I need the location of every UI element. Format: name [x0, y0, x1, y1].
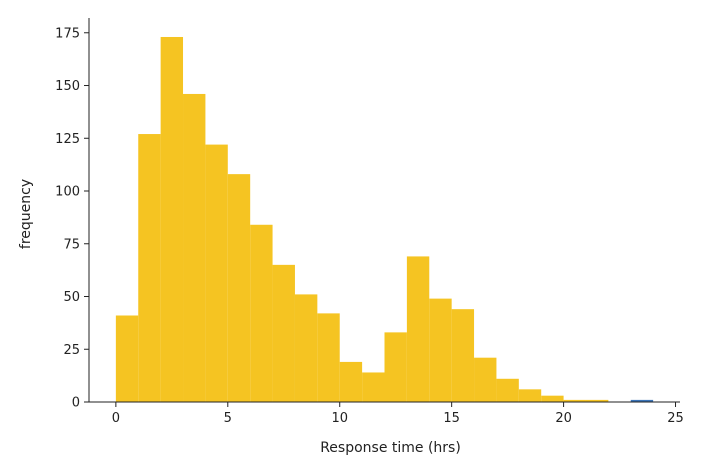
- bar-series-0-bin-9: [317, 313, 340, 402]
- bars-layer: [115, 36, 654, 403]
- y-tick-label: 150: [55, 79, 80, 94]
- bar-series-0-bin-21: [585, 399, 609, 402]
- bar-series-0-bin-3: [183, 93, 206, 402]
- bar-series-0-bin-2: [160, 36, 184, 402]
- bar-series-0-bin-0: [115, 315, 139, 402]
- x-tick-label: 25: [667, 411, 684, 426]
- x-tick-label: 15: [443, 411, 460, 426]
- bar-series-0-bin-14: [429, 298, 452, 402]
- bar-series-0-bin-1: [138, 134, 161, 403]
- bar-series-0-bin-19: [541, 395, 564, 402]
- bar-series-0-bin-15: [451, 309, 475, 402]
- bar-series-0-bin-6: [250, 224, 273, 402]
- y-tick-label: 175: [55, 26, 80, 41]
- x-axis-ticks: 0 5 10 15 20 25: [112, 402, 684, 426]
- bar-series-0-bin-18: [518, 389, 542, 402]
- x-tick-label: 10: [331, 411, 348, 426]
- y-tick-label: 75: [63, 237, 80, 252]
- x-tick-label: 5: [224, 411, 232, 426]
- bar-series-0-bin-20: [563, 399, 586, 402]
- y-tick-label: 125: [55, 132, 80, 147]
- bar-series-0-bin-17: [496, 378, 519, 402]
- x-axis-label: Response time (hrs): [320, 440, 461, 456]
- y-tick-label: 100: [55, 185, 80, 200]
- x-tick-label: 20: [555, 411, 572, 426]
- x-tick-label: 0: [112, 411, 120, 426]
- bar-series-1-bin-23: [630, 399, 654, 402]
- bar-series-0-bin-13: [406, 256, 430, 402]
- bar-series-0-bin-10: [339, 361, 363, 402]
- y-tick-label: 0: [72, 396, 80, 411]
- bar-series-0-bin-8: [294, 294, 318, 402]
- bar-series-0-bin-7: [272, 264, 295, 402]
- bar-series-0-bin-12: [384, 332, 407, 402]
- bar-series-0-bin-4: [205, 144, 228, 403]
- y-axis-ticks: 0 25 50 75 100 125 150 175: [55, 26, 89, 411]
- bar-series-0-bin-11: [362, 372, 385, 402]
- bar-series-0-bin-5: [227, 174, 251, 402]
- y-axis-label: frequency: [18, 179, 34, 249]
- bar-series-0-bin-16: [474, 357, 497, 402]
- y-tick-label: 25: [63, 343, 80, 358]
- y-tick-label: 50: [63, 290, 80, 305]
